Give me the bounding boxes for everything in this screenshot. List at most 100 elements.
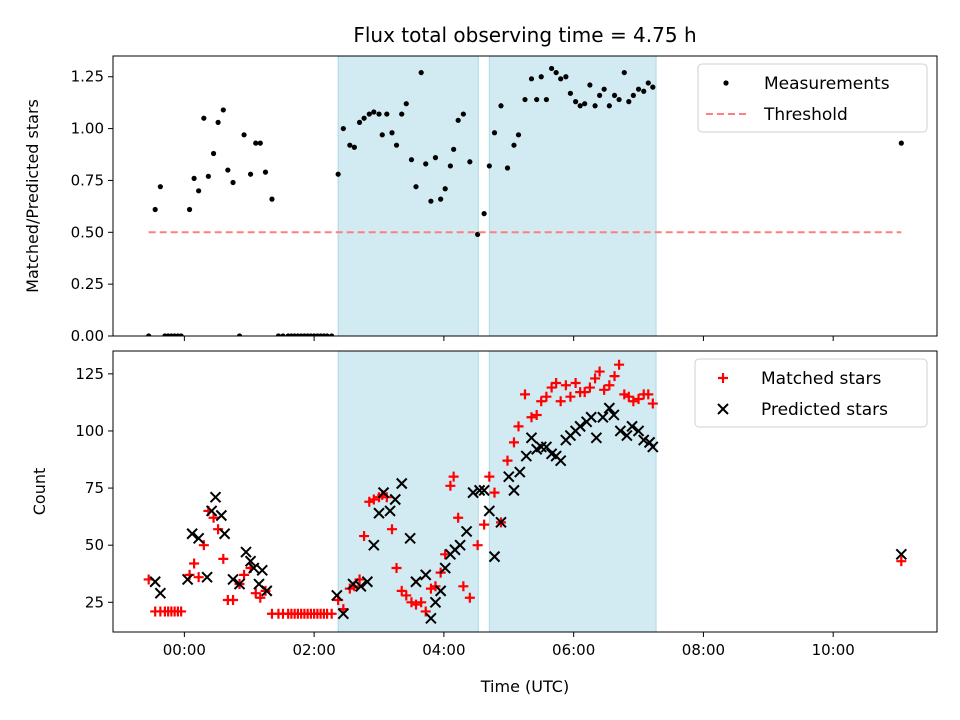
legend-entry-label: Predicted stars: [761, 400, 888, 420]
matched-legend-marker: [718, 373, 728, 383]
predicted-star-marker: [525, 432, 538, 444]
measurement-point: [389, 130, 395, 136]
measurement-point: [543, 96, 550, 103]
axes-frame: [112, 350, 938, 633]
matched-star-marker: [453, 512, 464, 523]
measurement-point: [347, 142, 353, 148]
measurement-point: [186, 206, 193, 213]
y-tick-label: 0.50: [71, 223, 104, 241]
predicted-star-marker: [149, 576, 161, 588]
measurement-point: [379, 132, 385, 138]
matched-star-marker: [546, 382, 557, 393]
predicted-star-marker: [373, 507, 385, 519]
measurement-point: [393, 142, 400, 148]
measurement-point: [553, 69, 559, 76]
matched-star-marker: [359, 531, 370, 542]
matched-star-marker: [584, 382, 595, 393]
predicted-star-marker: [244, 555, 257, 567]
measurement-point: [324, 333, 330, 336]
predicted-star-marker: [261, 585, 273, 597]
measurement-point: [152, 206, 158, 213]
predicted-star-marker: [404, 532, 416, 545]
measurement-point: [491, 130, 498, 136]
measurement-point: [418, 69, 424, 76]
observing-interval-band: [337, 56, 479, 336]
predicted-star-marker: [389, 493, 401, 506]
predicted-star-marker: [425, 612, 437, 625]
matched-star-marker: [464, 592, 475, 603]
y-tick-label: 0.25: [71, 275, 104, 293]
x-tick-label: 04:00: [422, 641, 465, 659]
x-tick-label: 08:00: [682, 641, 725, 659]
matched-star-marker: [551, 377, 562, 388]
matched-star-marker: [560, 380, 571, 391]
matched-star-marker: [368, 494, 379, 505]
predicted-star-marker: [590, 432, 603, 444]
predicted-star-marker: [396, 477, 408, 490]
measurement-point: [356, 119, 363, 125]
matched-star-marker: [614, 359, 625, 370]
matched-star-marker: [198, 540, 209, 551]
y-tick-label: 1.00: [71, 120, 104, 138]
matched-star-marker: [628, 396, 639, 407]
measurement-point: [467, 159, 473, 165]
predicted-star-marker: [154, 587, 167, 599]
y-axis-label: Matched/Predicted stars: [23, 99, 42, 293]
predicted-star-marker: [574, 420, 586, 433]
measurement-point: [384, 111, 390, 117]
matched-star-marker: [643, 389, 654, 400]
measurement-point: [563, 74, 569, 80]
measurement-point: [498, 103, 504, 109]
matched-star-marker: [176, 606, 187, 617]
predicted-star-marker: [495, 516, 507, 529]
matched-star-marker: [579, 387, 590, 398]
plot-area: [143, 351, 908, 632]
legend: Measurements Threshold: [697, 63, 928, 133]
measurement-point: [486, 163, 492, 169]
measurement-point: [641, 88, 647, 94]
observing-interval-band: [337, 351, 479, 632]
predicted-star-marker: [215, 509, 228, 522]
measurement-point: [592, 103, 598, 109]
matched-star-marker: [391, 563, 402, 574]
predicted-star-marker: [508, 484, 520, 497]
measurement-point: [451, 146, 457, 152]
matched-star-marker: [647, 398, 658, 409]
measurement-point: [408, 157, 415, 163]
measurement-point: [455, 117, 461, 123]
matched-star-marker: [604, 380, 615, 391]
chart-title: Flux total observing time = 4.75 h: [353, 23, 696, 47]
matched-star-marker: [594, 366, 605, 377]
measurement-point: [247, 171, 254, 177]
predicted-star-marker: [434, 585, 447, 597]
x-tick-label: 10:00: [812, 641, 855, 659]
matched-star-marker: [326, 608, 337, 619]
matched-star-marker: [520, 389, 530, 400]
predicted-star-marker: [603, 402, 616, 414]
measurement-point: [178, 333, 184, 336]
matched-star-marker: [213, 524, 224, 535]
y-tick-label: 50: [85, 536, 104, 554]
predicted-star-marker: [554, 454, 567, 467]
predicted-star-marker: [454, 539, 466, 551]
measurement-point: [558, 76, 564, 82]
predicted-star-marker: [377, 486, 390, 499]
measurements-legend-marker: [723, 80, 729, 86]
matched-star-marker: [410, 599, 421, 610]
measurement-point: [253, 140, 259, 146]
predicted-star-marker: [429, 596, 442, 609]
measurement-point: [582, 101, 588, 107]
x-tick-label: 06:00: [552, 641, 595, 659]
predicted-star-marker: [483, 505, 496, 517]
measurement-point: [460, 111, 466, 117]
matched-star-marker: [354, 574, 365, 585]
matched-star-marker: [502, 455, 513, 466]
measurement-point: [432, 155, 439, 161]
y-tick-label: 1.25: [71, 68, 104, 86]
predicted-star-marker: [384, 505, 396, 517]
matched-star-marker: [416, 597, 427, 608]
predicted-star-marker: [420, 569, 432, 581]
legend-entry-label: Threshold: [763, 105, 848, 125]
measurement-point: [587, 82, 593, 88]
measurement-point: [606, 103, 612, 109]
